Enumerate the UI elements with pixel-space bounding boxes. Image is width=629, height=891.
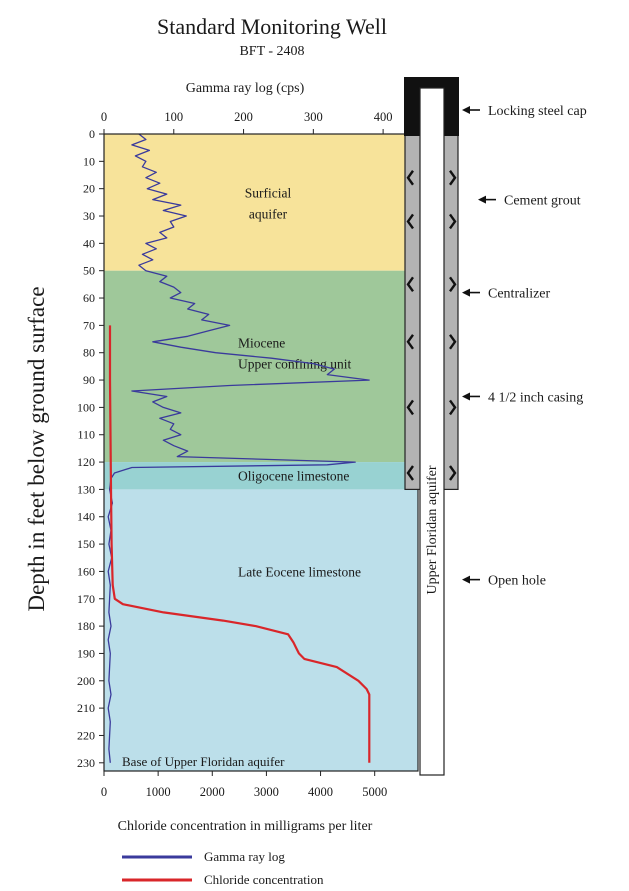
chart-title: Standard Monitoring Well	[157, 14, 387, 39]
depth-tick-label: 100	[77, 400, 95, 414]
depth-tick-label: 120	[77, 455, 95, 469]
zone-label: Surficial	[245, 185, 292, 200]
gamma-axis: 0 100 200 300 400	[101, 110, 393, 134]
centralizer-right	[449, 399, 457, 416]
gamma-tick-label: 300	[304, 110, 323, 124]
zone-band	[104, 489, 418, 771]
chloride-tick-label: 1000	[146, 785, 171, 799]
depth-tick-label: 170	[77, 592, 95, 606]
callout-label: Locking steel cap	[488, 104, 587, 119]
chloride-tick-label: 2000	[200, 785, 225, 799]
callout-arrowhead	[462, 288, 470, 297]
chloride-axis: 0 1000 2000 3000 4000 5000	[101, 771, 387, 799]
depth-tick-label: 140	[77, 510, 95, 524]
depth-tick-label: 230	[77, 756, 95, 770]
centralizer-right	[449, 465, 457, 481]
callout-label: Open hole	[488, 574, 546, 589]
callout-label: 4 1/2 inch casing	[488, 390, 583, 405]
well-callouts: Locking steel cap Cement grout Centralizer…	[462, 104, 587, 589]
callout-label: Cement grout	[504, 194, 581, 209]
chloride-tick-label: 3000	[254, 785, 279, 799]
depth-tick-label: 200	[77, 674, 95, 688]
depth-tick-label: 220	[77, 728, 95, 742]
chloride-tick-label: 4000	[308, 785, 333, 799]
depth-tick-label: 30	[83, 209, 95, 223]
centralizer-left	[406, 213, 414, 230]
legend-label-chloride: Chloride concentration	[204, 872, 324, 887]
zone-backgrounds	[104, 134, 418, 771]
depth-tick-label: 10	[83, 154, 95, 168]
zone-label: Miocene	[238, 336, 285, 351]
gamma-tick-label: 0	[101, 110, 107, 124]
depth-tick-label: 110	[77, 428, 95, 442]
depth-tick-label: 150	[77, 537, 95, 551]
depth-tick-label: 0	[89, 127, 95, 141]
depth-tick-label: 60	[83, 291, 95, 305]
legend-label-gamma: Gamma ray log	[204, 849, 285, 864]
zone-label: Late Eocene limestone	[238, 564, 361, 579]
gamma-tick-label: 400	[374, 110, 393, 124]
gamma-tick-label: 200	[234, 110, 253, 124]
callout-arrowhead	[462, 392, 470, 401]
centralizer-left	[406, 276, 414, 293]
centralizer-right	[449, 334, 457, 350]
depth-axis: 0 10 20 30 40 50 60 70 80 90 100 110 120 130 140 150 160…	[77, 127, 104, 770]
depth-tick-label: 180	[77, 619, 95, 633]
callout-arrowhead	[478, 195, 486, 204]
depth-tick-label: 210	[77, 701, 95, 715]
zone-label: Upper confining unit	[238, 357, 351, 372]
depth-tick-label: 40	[83, 236, 95, 250]
callout-label: Centralizer	[488, 287, 551, 302]
gamma-axis-label: Gamma ray log (cps)	[186, 81, 305, 96]
series-lines	[107, 133, 371, 763]
depth-tick-label: 90	[83, 373, 95, 387]
centralizer-left	[406, 334, 414, 350]
zone-labels: Surficial aquifer Miocene Upper confining u…	[238, 185, 361, 579]
chloride-axis-label: Chloride concentration in milligrams per…	[118, 819, 373, 834]
depth-tick-label: 70	[83, 318, 95, 332]
centralizer-right	[449, 213, 457, 230]
depth-tick-label: 50	[83, 264, 95, 278]
depth-tick-label: 80	[83, 346, 95, 360]
chloride-tick-label: 0	[101, 785, 107, 799]
chart-subtitle: BFT - 2408	[239, 44, 304, 59]
well-diagram: Upper Floridan aquifer	[404, 77, 459, 776]
centralizer-right	[449, 170, 457, 186]
callout-arrowhead	[462, 106, 470, 114]
zone-label: aquifer	[249, 206, 288, 221]
base-label: Base of Upper Floridan aquifer	[122, 754, 285, 769]
gamma-tick-label: 100	[164, 110, 183, 124]
gamma-ray-line	[107, 133, 370, 763]
centralizer-left	[406, 465, 414, 481]
depth-tick-label: 130	[77, 482, 95, 496]
depth-tick-label: 160	[77, 564, 95, 578]
centralizer-left	[406, 170, 414, 186]
zone-band	[104, 134, 418, 271]
chloride-line	[108, 325, 371, 763]
zone-label: Oligocene limestone	[238, 469, 349, 484]
depth-axis-label: Depth in feet below ground surface	[24, 286, 49, 611]
legend: Gamma ray log Chloride concentration	[122, 849, 324, 887]
callout-arrowhead	[462, 575, 470, 584]
depth-tick-label: 190	[77, 646, 95, 660]
chloride-tick-label: 5000	[362, 785, 387, 799]
zone-band	[104, 270, 418, 463]
depth-tick-label: 20	[83, 182, 95, 196]
centralizer-left	[406, 399, 414, 416]
centralizer-right	[449, 276, 457, 293]
casing-pipe	[419, 87, 445, 776]
aquifer-label: Upper Floridan aquifer	[425, 465, 440, 594]
